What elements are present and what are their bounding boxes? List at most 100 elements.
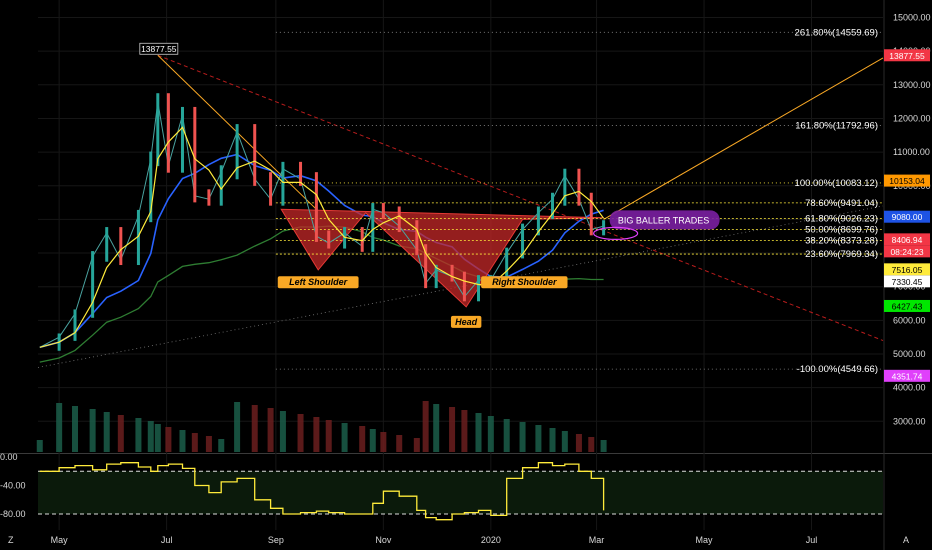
time-axis-tick-label: 2020: [481, 535, 501, 545]
pattern-label-head: Head: [455, 317, 478, 327]
volume-bar: [475, 413, 482, 452]
fib-level-label: 78.60%(9491.04): [805, 198, 878, 209]
volume-bar: [279, 411, 286, 452]
indicator-axis-tick-label: -40.00: [0, 481, 26, 491]
volume-bar: [251, 405, 258, 452]
price-candle: [505, 247, 509, 285]
volume-bar: [191, 433, 198, 452]
price-candle: [281, 161, 285, 206]
price-candle: [180, 106, 184, 173]
price-candle: [136, 209, 140, 266]
volume-bar: [117, 415, 124, 452]
volume-bar: [503, 419, 510, 452]
timezone-icon: Z: [8, 535, 14, 545]
volume-bar: [341, 423, 348, 452]
volume-bar: [135, 418, 142, 452]
volume-bar: [218, 439, 225, 452]
price-badge-label: 7516.05: [892, 265, 923, 275]
volume-bar: [600, 440, 607, 452]
time-axis-tick-label: May: [51, 535, 69, 545]
volume-bar: [369, 429, 376, 452]
trendline-downtrend: [157, 54, 884, 342]
volume-bar: [154, 424, 161, 452]
williams-r-line: [39, 462, 605, 521]
price-axis-tick-label: 15000.00: [893, 13, 931, 23]
price-candle: [207, 189, 211, 206]
volume-bar: [422, 401, 429, 452]
price-badge: [884, 263, 930, 276]
price-candle: [269, 172, 273, 206]
price-candle: [477, 275, 481, 302]
price-axis-tick-label: 13000.00: [893, 80, 931, 90]
price-axis-tick-label: 12000.00: [893, 113, 931, 123]
peak-price-label: 13877.55: [141, 44, 177, 54]
price-badge-label: 9080.00: [892, 212, 923, 222]
price-candle: [219, 165, 223, 206]
price-axis-tick-label: 6000.00: [893, 315, 926, 325]
volume-bar: [487, 416, 494, 452]
volume-bar: [588, 437, 595, 452]
price-axis-tick-label: 11000.00: [893, 147, 930, 157]
price-axis-tick-label: 3000.00: [893, 416, 926, 426]
fib-level-label: 50.00%(8699.76): [805, 225, 878, 236]
volume-bar: [575, 434, 582, 452]
fib-level-label: 161.80%(11792.96): [795, 120, 878, 131]
auto-scale-icon: A: [903, 535, 909, 545]
volume-bar: [103, 412, 110, 452]
price-axis-tick-label: 5000.00: [893, 349, 926, 359]
fib-level-label: 61.80%(9026.23): [805, 214, 878, 225]
pattern-label-right-shoulder: Right Shoulder: [492, 277, 557, 287]
breakout-target-line: [603, 57, 884, 220]
price-candle: [314, 172, 318, 242]
volume-bar: [147, 421, 154, 452]
big-baller-trades-label: BIG BALLER TRADES: [618, 215, 709, 225]
price-badge-label: 08:24:23: [890, 247, 923, 257]
volume-bar: [561, 431, 568, 452]
indicator-band: [38, 471, 883, 514]
time-axis-tick-label: May: [696, 535, 714, 545]
price-badge: [884, 369, 930, 382]
price-badge: [884, 210, 930, 223]
ma-fast-line: [39, 126, 605, 348]
fib-level-label: 100.00%(10083.12): [795, 178, 878, 189]
price-candle: [119, 227, 123, 266]
price-badge-label: 8406.94: [892, 235, 923, 245]
volume-bar: [313, 417, 320, 452]
fib-level-label: 261.80%(14559.69): [795, 27, 878, 38]
price-badge: [884, 174, 930, 187]
volume-bar: [380, 432, 387, 452]
price-badge: [884, 49, 930, 62]
price-candle: [434, 264, 438, 289]
price-candle: [156, 93, 160, 167]
breakout-circle: [593, 226, 639, 240]
price-candle: [253, 124, 257, 186]
price-candle: [193, 106, 197, 203]
price-candle: [91, 251, 95, 318]
price-badge-label: 10153.04: [889, 176, 925, 186]
fib-level-label: 23.60%(7969.34): [805, 249, 878, 260]
price-candle: [299, 161, 303, 186]
price-badge: [884, 233, 930, 246]
price-badge: [884, 275, 930, 288]
price-badge: [884, 245, 930, 258]
price-badge-label: 6427.43: [892, 301, 923, 311]
price-candle: [577, 168, 581, 206]
volume-bar: [413, 438, 420, 452]
volume-bar: [297, 414, 304, 452]
price-candle: [327, 230, 331, 249]
volume-bar: [449, 407, 456, 452]
volume-bar: [36, 440, 43, 452]
price-candle: [415, 220, 419, 256]
pattern-label-box: [481, 276, 568, 289]
volume-bar: [89, 409, 96, 452]
time-axis-tick-label: Jul: [806, 535, 818, 545]
volume-bar: [234, 402, 241, 452]
volume-bar: [433, 404, 440, 452]
volume-bar: [535, 425, 542, 452]
pattern-label-box: [450, 315, 482, 328]
price-candle: [563, 168, 567, 206]
price-candle: [381, 203, 385, 219]
price-badge-label: 7330.45: [892, 277, 923, 287]
